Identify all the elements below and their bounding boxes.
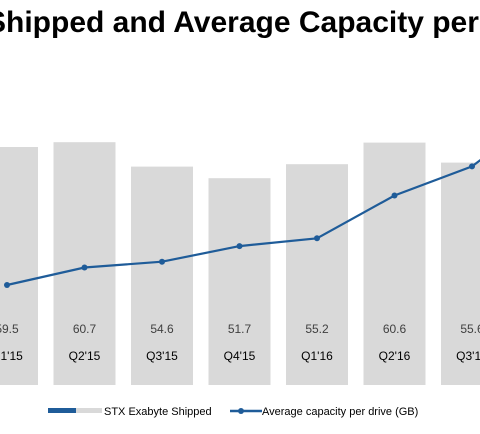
bar-value-label: 51.7 [228,322,252,336]
legend-line-marker [238,408,244,414]
bar-Q2'16 [363,142,426,385]
x-tick-label: Q1'15 [0,349,23,363]
legend: STX Exabyte Shipped Average capacity per… [48,406,418,418]
bar-value-label: 54.6 [150,322,174,336]
x-tick-label: Q1'16 [301,349,333,363]
legend-bar-label: STX Exabyte Shipped [104,406,212,418]
line-series [4,158,480,288]
bar-Q3'16 [441,162,480,385]
bar-Q1'15 [0,147,38,385]
legend-bar-swatch [48,408,76,413]
legend-line-label: Average capacity per drive (GB) [262,406,418,418]
line-point [236,243,243,250]
x-tick-label: Q2'16 [379,349,411,363]
chart-title: Shipped and Average Capacity per Drive [0,6,480,39]
line-point [391,192,398,199]
x-axis-ticks: Q1'15 Q2'15 Q3'15 Q4'15 Q1'16 Q2'16 Q3'16 [0,349,480,363]
line-point [159,258,165,265]
line-point [81,264,88,271]
bar-value-label: 60.6 [383,322,407,336]
x-tick-label: Q3'16 [456,349,480,363]
x-tick-label: Q4'15 [224,349,256,363]
bar-Q3'15 [131,166,193,385]
bar-Q2'15 [53,142,116,385]
bar-Q1'16 [286,164,348,385]
line-point [314,235,320,242]
bar-Q4'15 [208,178,271,385]
bar-value-label: 60.7 [73,322,97,336]
x-tick-label: Q2'15 [69,349,101,363]
x-tick-label: Q3'15 [146,349,178,363]
line-point [469,163,475,170]
line-point [4,282,10,288]
legend-bar-swatch-grey [76,408,102,413]
bar-value-labels: 59.5 60.7 54.6 51.7 55.2 60.6 55.6 [0,322,480,336]
bar-series [0,142,480,385]
line-path [6,158,480,287]
bar-value-label: 55.2 [305,322,329,336]
bar-value-label: 59.5 [0,322,19,336]
bar-value-label: 55.6 [460,322,480,336]
